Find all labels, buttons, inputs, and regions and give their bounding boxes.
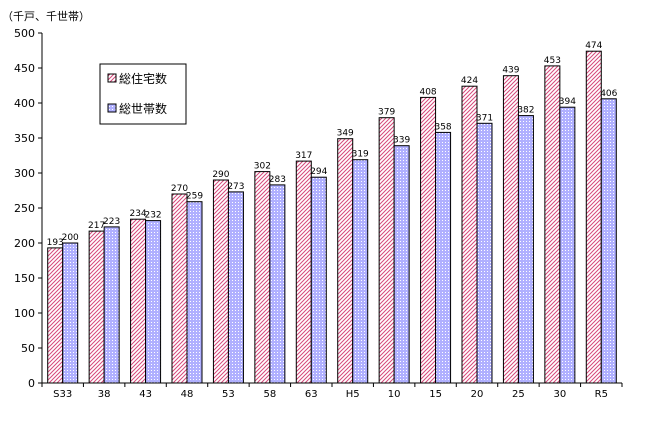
x-tick-label: 48 xyxy=(181,389,194,400)
data-label: 223 xyxy=(103,217,120,227)
x-axis: S33 38 43 48 53 58 63 H5 10 15 20 25 30 R5 xyxy=(41,382,623,400)
bar-total-households xyxy=(476,122,493,384)
x-tick-label: 63 xyxy=(305,389,318,400)
y-tick-label: 100 xyxy=(14,307,35,320)
data-label: 394 xyxy=(559,97,576,107)
legend-swatch-total-households xyxy=(107,103,117,113)
data-label: 317 xyxy=(295,151,312,161)
legend-swatch-total-housing xyxy=(107,73,117,83)
data-label: 453 xyxy=(544,56,561,66)
data-label: 232 xyxy=(144,211,161,221)
data-label: 408 xyxy=(419,87,436,97)
bar-total-households xyxy=(600,98,617,384)
data-label: 283 xyxy=(269,175,286,185)
bar-total-housing xyxy=(461,85,478,384)
bar-total-households xyxy=(103,226,120,384)
bar-total-households xyxy=(435,131,452,384)
x-tick-label: 58 xyxy=(263,389,276,400)
data-label: 234 xyxy=(129,209,146,219)
y-axis: 0 50 100 150 200 250 300 350 400 450 500 xyxy=(14,27,43,390)
x-tick-label: R5 xyxy=(595,389,608,400)
bar-total-households xyxy=(310,176,327,384)
data-label: 339 xyxy=(393,136,410,146)
bar-total-households xyxy=(559,106,576,384)
data-label: 349 xyxy=(337,129,354,139)
x-tick-label: 43 xyxy=(139,389,152,400)
x-tick-label: 53 xyxy=(222,389,235,400)
bar-total-housing xyxy=(130,218,147,384)
bar-total-housing xyxy=(420,96,437,384)
unit-label: （千戸、千世帯） xyxy=(2,10,90,23)
legend-label-total-housing: 総住宅数 xyxy=(119,71,167,86)
bar-total-households xyxy=(352,159,369,384)
bar-total-housing xyxy=(212,179,229,384)
bar-total-housing xyxy=(502,75,519,384)
bar-total-housing xyxy=(171,193,188,384)
data-label: 290 xyxy=(212,170,229,180)
data-label: 382 xyxy=(517,106,534,116)
legend-label-total-households: 総世帯数 xyxy=(119,101,167,116)
data-label: 474 xyxy=(585,41,602,51)
bar-total-households xyxy=(269,184,286,384)
bar-total-households xyxy=(227,191,244,384)
data-label: 358 xyxy=(434,122,451,132)
data-label: 371 xyxy=(476,113,493,123)
y-tick-label: 200 xyxy=(14,237,35,250)
y-tick-label: 300 xyxy=(14,167,35,180)
data-label: 379 xyxy=(378,108,395,118)
bar-total-housing xyxy=(295,160,312,384)
y-tick-label: 350 xyxy=(14,132,35,145)
bar-total-housing xyxy=(337,138,354,384)
bar-total-households xyxy=(145,220,162,384)
x-tick-label: 15 xyxy=(429,389,442,400)
data-label: 273 xyxy=(227,182,244,192)
x-tick-label: 20 xyxy=(471,389,484,400)
bar-total-households xyxy=(186,201,203,384)
data-label: 294 xyxy=(310,167,327,177)
bar-total-housing xyxy=(88,230,105,384)
bar-total-housing xyxy=(585,50,602,384)
y-tick-label: 500 xyxy=(14,27,35,40)
data-label: 193 xyxy=(47,238,64,248)
x-tick-label: 10 xyxy=(388,389,401,400)
data-label: 259 xyxy=(186,192,203,202)
y-tick-label: 0 xyxy=(28,377,35,390)
bar-total-housing xyxy=(47,247,64,384)
y-tick-label: 400 xyxy=(14,97,35,110)
y-tick-label: 150 xyxy=(14,272,35,285)
bar-total-housing xyxy=(254,171,271,384)
data-label: 302 xyxy=(254,162,271,172)
data-label: 424 xyxy=(461,76,478,86)
bar-total-housing xyxy=(544,65,561,384)
data-label: 439 xyxy=(502,66,519,76)
data-label: 217 xyxy=(88,221,105,231)
y-tick-label: 250 xyxy=(14,202,35,215)
bar-total-housing xyxy=(378,117,395,384)
legend: 総住宅数 総世帯数 xyxy=(99,63,187,125)
data-label: 270 xyxy=(171,184,188,194)
x-tick-label: S33 xyxy=(53,389,72,400)
data-label: 200 xyxy=(62,233,79,243)
x-tick-label: 38 xyxy=(98,389,111,400)
y-tick-label: 50 xyxy=(21,342,35,355)
y-tick-label: 450 xyxy=(14,62,35,75)
x-tick-label: 25 xyxy=(512,389,525,400)
bar-total-households xyxy=(517,115,534,384)
x-tick-label: 30 xyxy=(553,389,566,400)
bar-total-households xyxy=(62,242,79,384)
data-label: 319 xyxy=(352,150,369,160)
data-label: 406 xyxy=(600,89,617,99)
bar-total-households xyxy=(393,145,410,384)
x-tick-label: H5 xyxy=(346,389,360,400)
